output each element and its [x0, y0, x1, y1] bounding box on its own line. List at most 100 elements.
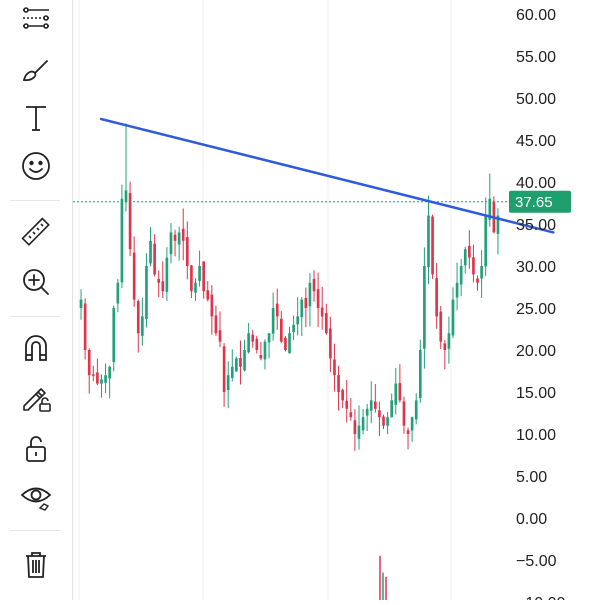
candle-body — [87, 349, 91, 376]
candle-body — [496, 215, 500, 234]
candle-body — [398, 383, 402, 401]
candle-body — [128, 193, 132, 250]
candle-body — [243, 350, 246, 371]
candle-body — [312, 278, 316, 292]
candle-body — [239, 358, 242, 367]
candle-body — [165, 257, 169, 292]
candle-body — [292, 324, 295, 333]
candle-body — [439, 311, 443, 342]
candle-body — [345, 400, 349, 409]
candle-body — [206, 290, 210, 300]
chart-canvas[interactable]: 37.65 60.00 55.00 50.00 45.00 40.00 35.00 30.0… — [73, 0, 600, 605]
trend-line[interactable] — [99, 117, 555, 234]
candle-body — [279, 318, 283, 342]
candle-body — [459, 266, 463, 285]
candle-body — [386, 417, 389, 426]
eye-hide-icon[interactable] — [14, 476, 58, 516]
candle-body — [414, 400, 418, 420]
candle-body — [263, 341, 267, 360]
toolbar-separator — [10, 316, 60, 317]
candle-body — [161, 281, 165, 292]
unlock-icon[interactable] — [14, 428, 58, 468]
candle-body — [235, 358, 238, 372]
candle-body — [357, 425, 361, 439]
y-axis-tick-label: 55.00 — [516, 49, 556, 66]
candle-body — [120, 198, 124, 283]
ruler-icon[interactable] — [14, 212, 58, 252]
candle-body — [418, 350, 422, 399]
trash-icon[interactable] — [14, 544, 58, 584]
y-axis-tick-label: −5.00 — [516, 553, 557, 570]
candle-body — [194, 282, 197, 293]
emoji-icon[interactable] — [14, 146, 58, 186]
candle-body — [369, 400, 373, 411]
candle-body — [284, 337, 287, 350]
candle-body — [83, 303, 87, 350]
price-chart[interactable]: 37.65 60.00 55.00 50.00 45.00 40.00 35.00 30.0… — [73, 0, 600, 605]
y-axis-tick-label: 15.00 — [516, 385, 556, 402]
trend-line-tools-icon[interactable] — [14, 0, 58, 40]
candle-body — [463, 249, 467, 266]
candle-body — [181, 228, 185, 241]
candle-body — [124, 190, 128, 203]
candle-body — [153, 243, 156, 275]
candle-body — [435, 278, 438, 317]
candle-body — [484, 215, 488, 267]
candle-body — [136, 301, 140, 334]
y-axis-tick-label: 25.00 — [516, 301, 556, 318]
candle-body — [488, 198, 492, 220]
current-price-label: 37.65 — [515, 194, 553, 211]
y-axis-tick-label: 5.00 — [516, 469, 547, 486]
candle-body — [210, 294, 214, 317]
y-axis-tick-label: 20.00 — [516, 343, 556, 360]
candle-body — [247, 333, 250, 353]
candle-body — [112, 308, 116, 363]
candle-body — [222, 346, 226, 392]
candle-body — [476, 278, 479, 283]
candle-body — [226, 375, 230, 391]
candle-body — [361, 417, 365, 431]
candle-body — [177, 232, 181, 245]
y-axis-tick-label: 35.00 — [516, 217, 556, 234]
candle-body — [402, 401, 406, 426]
candle-body — [190, 265, 193, 292]
candle-body — [365, 408, 369, 416]
candle-body — [337, 375, 340, 392]
candle-body — [157, 278, 161, 283]
lock-drawing-icon[interactable] — [14, 378, 58, 418]
candle-body — [324, 313, 328, 334]
candle-body — [145, 266, 148, 320]
brush-icon[interactable] — [14, 50, 58, 90]
y-axis-tick-label: −10.00 — [516, 595, 565, 600]
candle-body — [308, 282, 312, 307]
candle-body — [341, 389, 344, 401]
candle-body — [378, 410, 381, 418]
candle-body — [214, 315, 218, 334]
y-axis-tick-label: 30.00 — [516, 259, 556, 276]
candle-body — [218, 330, 222, 342]
candle-body — [472, 257, 475, 275]
candle-body — [480, 266, 483, 279]
magnet-icon[interactable] — [14, 328, 58, 368]
candle-body — [202, 261, 205, 292]
candle-body — [333, 359, 336, 376]
zoom-in-icon[interactable] — [14, 262, 58, 302]
candle-body — [100, 379, 103, 384]
candle-body — [329, 328, 332, 359]
candle-body — [304, 297, 308, 308]
candle-body — [349, 412, 353, 418]
candle-body — [185, 237, 189, 266]
candle-body — [300, 299, 304, 318]
toolbar-separator — [10, 530, 60, 531]
candle-body — [288, 333, 291, 354]
candle-body — [353, 420, 357, 434]
candle-body — [443, 343, 447, 350]
toolbar-divider — [72, 0, 73, 600]
drawing-toolbar — [0, 0, 72, 600]
y-axis-tick-label: 0.00 — [516, 511, 547, 528]
candle-body — [451, 299, 455, 336]
candle-body — [267, 333, 271, 343]
candle-body — [251, 334, 255, 342]
candle-body — [271, 308, 275, 334]
text-icon[interactable] — [14, 98, 58, 138]
